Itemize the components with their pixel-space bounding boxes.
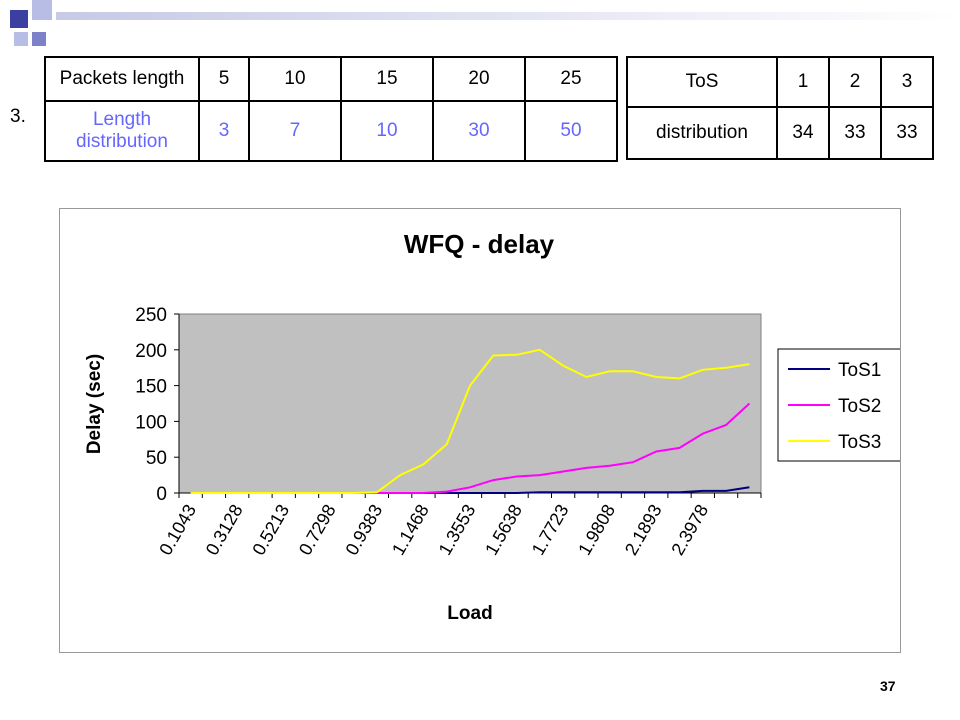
x-axis-tick-label: 0.9383 <box>341 501 386 559</box>
y-axis-tick-label: 0 <box>156 484 167 505</box>
table-cell: 10 <box>339 100 434 162</box>
header-gradient-bar <box>56 12 960 20</box>
plot-area <box>178 313 762 494</box>
table-row-label: Length distribution <box>44 100 200 162</box>
slide-page-number: 37 <box>880 678 896 694</box>
table-cell: 34 <box>776 106 830 160</box>
y-axis-title: Delay (sec) <box>84 354 105 454</box>
legend-label: ToS3 <box>838 432 881 453</box>
table-header-cell: 3 <box>880 56 934 108</box>
x-axis-tick-label: 1.3553 <box>435 501 480 559</box>
wfq-delay-chart: WFQ - delay Delay (sec) Load 0 50 100 150 20… <box>84 229 900 624</box>
x-axis-tick-label: 0.5213 <box>248 501 293 559</box>
table-header-cell: Packets length <box>44 56 200 102</box>
x-axis-tick-label: 0.3128 <box>202 501 247 559</box>
x-axis-tick-label: 1.5638 <box>481 501 526 559</box>
corner-square-decoration <box>10 10 28 28</box>
x-axis-title: Load <box>447 603 492 624</box>
table-header-cell: 1 <box>776 56 830 108</box>
corner-square-decoration <box>32 32 46 46</box>
table-header-cell: 10 <box>248 56 342 102</box>
table-row-label: distribution <box>626 106 778 160</box>
table-header-cell: 5 <box>198 56 250 102</box>
series-line-tos3 <box>190 348 750 494</box>
table-header-cell: 2 <box>828 56 882 108</box>
corner-square-decoration <box>32 0 52 20</box>
x-axis-tick-label: 2.1893 <box>621 501 666 559</box>
chart-title: WFQ - delay <box>404 229 555 259</box>
y-axis-tick-label: 100 <box>135 412 167 433</box>
table-header-cell: 20 <box>431 56 526 102</box>
x-axis-tick-label: 1.7723 <box>528 501 573 559</box>
corner-square-decoration <box>14 32 28 46</box>
table-header-cell: 25 <box>523 56 619 102</box>
chart-area: WFQ - delay Delay (sec) Load 0 50 100 150 20… <box>59 208 901 653</box>
legend-label: ToS1 <box>838 360 881 381</box>
packets-length-table: Packets length 5 10 15 20 25 Length dist… <box>44 56 619 162</box>
table-header-cell: 15 <box>339 56 434 102</box>
x-axis-tick-label: 0.7298 <box>295 501 340 559</box>
table-cell: 7 <box>248 100 342 162</box>
x-axis-tick-label: 2.3978 <box>667 501 712 559</box>
table-cell: 33 <box>880 106 934 160</box>
y-axis-tick-label: 200 <box>135 341 167 362</box>
y-axis-tick-label: 50 <box>146 448 167 469</box>
legend-label: ToS2 <box>838 396 881 417</box>
x-axis-tick-label: 1.1468 <box>388 501 433 559</box>
table-header-cell: ToS <box>626 56 778 108</box>
y-axis-tick-label: 150 <box>135 377 167 398</box>
x-axis-tick-label: 0.1043 <box>155 501 200 559</box>
table-cell: 50 <box>523 100 619 162</box>
table-cell: 30 <box>431 100 526 162</box>
tos-table: ToS 1 2 3 distribution 34 33 33 <box>626 56 934 160</box>
table-cell: 33 <box>828 106 882 160</box>
y-axis-tick-label: 250 <box>135 305 167 326</box>
table-cell: 3 <box>198 100 250 162</box>
item-number: 3. <box>10 106 26 127</box>
x-axis-tick-label: 1.9808 <box>574 501 619 559</box>
